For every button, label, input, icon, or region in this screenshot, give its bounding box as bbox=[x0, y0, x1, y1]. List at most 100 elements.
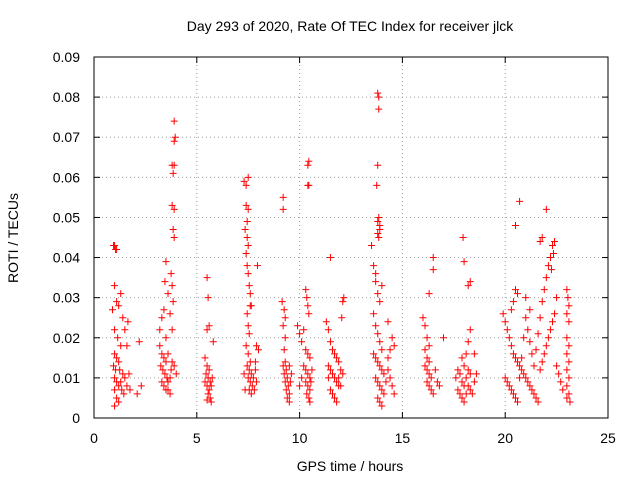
data-point bbox=[388, 382, 396, 390]
data-point bbox=[505, 382, 513, 390]
data-point bbox=[245, 282, 253, 290]
data-point bbox=[306, 398, 314, 406]
data-point bbox=[157, 362, 165, 370]
data-point bbox=[565, 302, 573, 310]
data-point bbox=[372, 354, 380, 362]
data-point bbox=[162, 334, 170, 342]
data-point bbox=[168, 201, 176, 209]
data-point bbox=[518, 354, 526, 362]
data-point bbox=[111, 374, 119, 382]
data-point bbox=[464, 282, 472, 290]
data-point bbox=[565, 342, 573, 350]
data-point bbox=[167, 270, 175, 278]
data-point bbox=[294, 322, 302, 330]
data-point bbox=[281, 334, 289, 342]
data-point bbox=[326, 338, 334, 346]
data-point bbox=[339, 370, 347, 378]
data-point bbox=[456, 370, 464, 378]
data-point bbox=[286, 378, 294, 386]
data-point bbox=[425, 382, 433, 390]
data-point bbox=[170, 161, 178, 169]
data-point bbox=[133, 390, 141, 398]
data-point bbox=[501, 374, 509, 382]
data-point bbox=[120, 390, 128, 398]
data-point bbox=[115, 302, 123, 310]
data-point bbox=[466, 386, 474, 394]
data-point bbox=[460, 398, 468, 406]
data-point bbox=[280, 306, 288, 314]
data-point bbox=[119, 370, 127, 378]
data-point bbox=[326, 386, 334, 394]
data-point bbox=[565, 374, 573, 382]
data-point bbox=[337, 382, 345, 390]
data-point bbox=[242, 342, 250, 350]
chart-title: Day 293 of 2020, Rate Of TEC Index for r… bbox=[187, 18, 515, 34]
x-tick-label: 5 bbox=[193, 430, 201, 446]
data-point bbox=[166, 374, 174, 382]
data-point bbox=[514, 290, 522, 298]
data-point bbox=[374, 358, 382, 366]
data-point bbox=[520, 334, 528, 342]
data-point bbox=[429, 266, 437, 274]
data-point bbox=[380, 390, 388, 398]
data-point bbox=[421, 362, 429, 370]
data-point bbox=[123, 342, 131, 350]
data-point bbox=[304, 382, 312, 390]
data-point bbox=[115, 398, 123, 406]
data-point bbox=[551, 238, 559, 246]
data-point bbox=[511, 221, 519, 229]
data-point bbox=[241, 225, 249, 233]
data-point bbox=[376, 225, 384, 233]
data-point bbox=[240, 177, 248, 185]
data-point bbox=[305, 181, 313, 189]
data-point bbox=[250, 386, 258, 394]
data-point bbox=[248, 382, 256, 390]
data-point bbox=[203, 274, 211, 282]
data-point bbox=[245, 330, 253, 338]
data-point bbox=[540, 350, 548, 358]
data-point bbox=[565, 318, 573, 326]
data-point bbox=[205, 322, 213, 330]
data-point bbox=[427, 374, 435, 382]
y-tick-label: 0.04 bbox=[53, 250, 80, 266]
data-point bbox=[116, 366, 124, 374]
axis-ticks bbox=[93, 56, 609, 419]
data-point bbox=[378, 386, 386, 394]
data-point bbox=[241, 386, 249, 394]
data-point bbox=[462, 390, 470, 398]
data-point bbox=[305, 157, 313, 165]
data-point bbox=[526, 382, 534, 390]
data-point bbox=[425, 358, 433, 366]
data-point bbox=[118, 386, 126, 394]
data-point bbox=[503, 326, 511, 334]
data-point bbox=[374, 378, 382, 386]
data-point bbox=[378, 282, 386, 290]
data-point bbox=[170, 234, 178, 241]
data-point bbox=[284, 382, 292, 390]
data-point bbox=[376, 362, 384, 370]
data-point bbox=[460, 258, 468, 266]
data-point bbox=[380, 370, 388, 378]
data-point bbox=[110, 362, 118, 370]
x-tick-label: 0 bbox=[90, 430, 98, 446]
data-point bbox=[522, 374, 530, 382]
data-point bbox=[160, 382, 168, 390]
data-point bbox=[203, 362, 211, 370]
data-point bbox=[156, 326, 164, 334]
data-point bbox=[244, 205, 252, 213]
data-point bbox=[302, 286, 310, 294]
data-point bbox=[208, 374, 216, 382]
data-point bbox=[388, 334, 396, 342]
data-point bbox=[458, 378, 466, 386]
data-point bbox=[566, 398, 574, 406]
data-point bbox=[168, 282, 176, 290]
data-point bbox=[280, 346, 288, 354]
data-point bbox=[328, 390, 336, 398]
data-point bbox=[546, 326, 554, 334]
data-point bbox=[126, 386, 134, 394]
data-point bbox=[162, 258, 170, 266]
data-point bbox=[423, 378, 431, 386]
data-point bbox=[326, 254, 334, 262]
data-point bbox=[242, 201, 250, 209]
